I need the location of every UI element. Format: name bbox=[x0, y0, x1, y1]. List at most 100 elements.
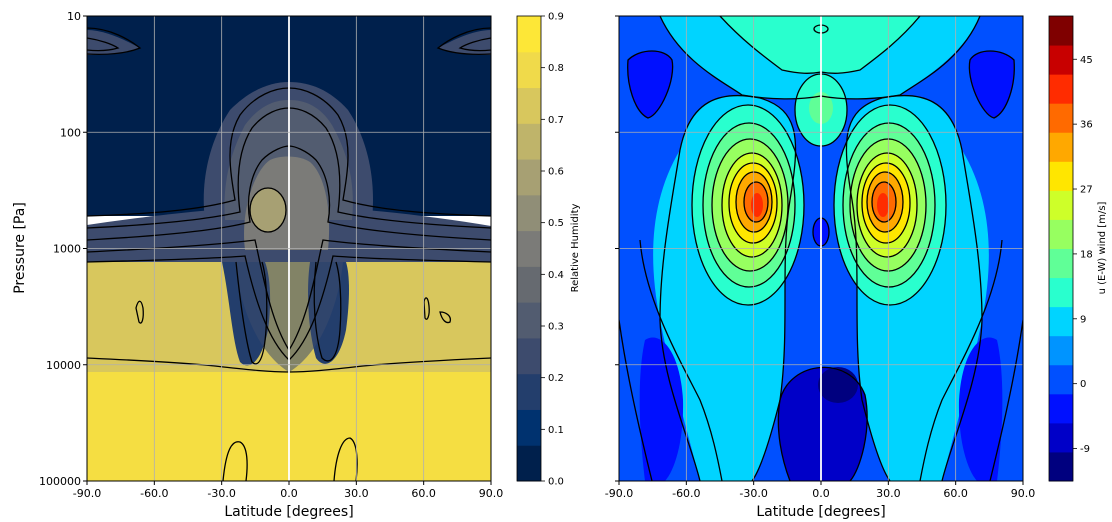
rh-x-tick-label: -60.0 bbox=[140, 487, 168, 500]
wind-contour bbox=[779, 366, 868, 481]
wind-panel: -90.0 -60.0 -30.0 0.0 30.0 60.0 90.0 Latitude … bbox=[605, 15, 1035, 520]
wind-colorbar-label: u (E-W) wind [m/s] bbox=[1097, 201, 1108, 294]
wind-contour bbox=[679, 94, 797, 481]
wind-colorbar-segment bbox=[1049, 190, 1073, 220]
rh-colorbar-tick-label: 0.3 bbox=[548, 322, 564, 333]
wind-y-ticks bbox=[615, 15, 619, 482]
rh-x-tick-label: 60.0 bbox=[411, 487, 436, 500]
wind-contour bbox=[721, 152, 783, 258]
rh-colorbar-tick-label: 0.8 bbox=[548, 63, 564, 74]
wind-contour bbox=[989, 319, 1023, 481]
rh-colorbar-tick-label: 0.1 bbox=[548, 425, 564, 436]
rh-colorbar-segment bbox=[517, 409, 541, 446]
rh-colorbar-segment bbox=[517, 51, 541, 89]
rh-colorbar-segment bbox=[517, 445, 541, 482]
rh-y-tick-label: 10000 bbox=[46, 359, 81, 372]
wind-contour bbox=[639, 239, 723, 481]
rh-x-ticks: -90.0 -60.0 -30.0 0.0 30.0 60.0 90.0 bbox=[73, 481, 503, 500]
wind-contour bbox=[711, 138, 789, 272]
rh-y-tick-label: 100 bbox=[60, 126, 81, 139]
wind-colorbar-segment bbox=[1049, 219, 1073, 249]
wind-colorbar-tick-label: -9 bbox=[1080, 444, 1090, 455]
wind-fill-deep-core bbox=[818, 367, 858, 403]
rh-y-tick-label: 100000 bbox=[39, 475, 81, 488]
rh-x-tick-label: 30.0 bbox=[344, 487, 369, 500]
wind-contour bbox=[777, 399, 791, 481]
rh-colorbar-fill bbox=[517, 16, 541, 482]
wind-gridlines bbox=[618, 16, 1024, 481]
wind-x-tick-label: -90.0 bbox=[605, 487, 633, 500]
wind-fill-east-right bbox=[969, 51, 1015, 118]
wind-colorbar-tick-label: 27 bbox=[1080, 185, 1093, 196]
wind-fill-right-core bbox=[877, 193, 889, 217]
wind-colorbar-segment bbox=[1049, 306, 1073, 337]
rh-x-tick-label: 90.0 bbox=[479, 487, 504, 500]
rh-colorbar-label: Relative Humidity bbox=[570, 204, 581, 293]
rh-colorbar-tick-label: 0.7 bbox=[548, 115, 564, 126]
wind-x-tick-label: 90.0 bbox=[1011, 487, 1036, 500]
rh-x-tick-label: -30.0 bbox=[207, 487, 235, 500]
wind-colorbar-fill bbox=[1049, 16, 1073, 482]
wind-x-tick-label: 60.0 bbox=[943, 487, 968, 500]
wind-colorbar-segment bbox=[1049, 16, 1073, 46]
rh-contour bbox=[458, 37, 491, 52]
wind-contour bbox=[743, 181, 769, 223]
wind-colorbar-tick-label: 9 bbox=[1080, 314, 1086, 325]
wind-colorbar-segment bbox=[1049, 161, 1073, 191]
rh-x-tick-label: 0.0 bbox=[280, 487, 298, 500]
rh-contour bbox=[87, 27, 142, 55]
wind-colorbar-segment bbox=[1049, 74, 1073, 104]
rh-fill-blob bbox=[250, 188, 286, 232]
wind-fill-east-left bbox=[627, 51, 673, 118]
rh-x-tick-label: -90.0 bbox=[73, 487, 101, 500]
wind-fill-upper-core bbox=[720, 16, 920, 74]
rh-contour bbox=[135, 300, 144, 324]
wind-contour bbox=[856, 152, 918, 258]
rh-colorbar-tick-label: 0.9 bbox=[548, 12, 564, 23]
wind-colorbar-segment bbox=[1049, 422, 1073, 453]
wind-x-tick-label: -30.0 bbox=[739, 487, 767, 500]
wind-x-tick-label: -60.0 bbox=[672, 487, 700, 500]
rh-fill-strat-right bbox=[438, 30, 491, 55]
rh-colorbar-tick-label: 0.6 bbox=[548, 167, 564, 178]
rh-contour bbox=[333, 437, 358, 481]
rh-colorbar-segment bbox=[517, 266, 541, 303]
rh-colorbar-frame bbox=[516, 15, 542, 482]
rh-colorbar: 0.0 0.1 0.2 0.3 0.4 0.5 0.6 0.7 0.8 0.9 Relative … bbox=[516, 12, 581, 488]
rh-fill-strat-left bbox=[87, 30, 140, 55]
wind-fill-surface-left bbox=[639, 337, 684, 481]
rh-panel: -90.0 -60.0 -30.0 0.0 30.0 60.0 90.0 10 100 1000… bbox=[12, 10, 503, 520]
wind-colorbar-ticks: -9 0 9 18 27 36 45 bbox=[1073, 55, 1093, 455]
rh-x-axis-label: Latitude [degrees] bbox=[224, 504, 353, 520]
wind-colorbar-segment bbox=[1049, 335, 1073, 366]
wind-fill-surface-right bbox=[958, 337, 1003, 481]
wind-colorbar-tick-label: 36 bbox=[1080, 120, 1093, 131]
rh-colorbar-segment bbox=[517, 123, 541, 160]
rh-colorbar-ticks: 0.0 0.1 0.2 0.3 0.4 0.5 0.6 0.7 0.8 0.9 bbox=[541, 12, 564, 488]
wind-contour bbox=[842, 122, 936, 288]
wind-colorbar-segment bbox=[1049, 132, 1073, 162]
wind-x-ticks: -90.0 -60.0 -30.0 0.0 30.0 60.0 90.0 bbox=[605, 481, 1035, 500]
wind-contour bbox=[691, 104, 805, 306]
rh-colorbar-segment bbox=[517, 373, 541, 410]
wind-colorbar-segment bbox=[1049, 277, 1073, 308]
rh-contour bbox=[423, 297, 430, 320]
wind-colorbar-segment bbox=[1049, 451, 1073, 482]
wind-x-axis-label: Latitude [degrees] bbox=[756, 504, 885, 520]
rh-contour bbox=[235, 261, 268, 365]
rh-colorbar-segment bbox=[517, 337, 541, 375]
rh-colorbar-tick-label: 0.0 bbox=[548, 477, 564, 488]
wind-colorbar: -9 0 9 18 27 36 45 u (E-W) wind [m/s] bbox=[1048, 15, 1108, 482]
wind-colorbar-segment bbox=[1049, 45, 1073, 75]
wind-fill-left-core bbox=[751, 193, 763, 217]
wind-colorbar-tick-label: 18 bbox=[1080, 249, 1093, 260]
wind-colorbar-tick-label: 0 bbox=[1080, 379, 1086, 390]
rh-colorbar-segment bbox=[517, 87, 541, 124]
rh-colorbar-segment bbox=[517, 159, 541, 196]
wind-colorbar-segment bbox=[1049, 393, 1073, 424]
wind-colorbar-tick-label: 45 bbox=[1080, 55, 1093, 66]
wind-contour bbox=[866, 171, 904, 233]
wind-colorbar-segment bbox=[1049, 103, 1073, 133]
rh-contour bbox=[436, 27, 491, 55]
rh-colorbar-tick-label: 0.2 bbox=[548, 373, 564, 384]
